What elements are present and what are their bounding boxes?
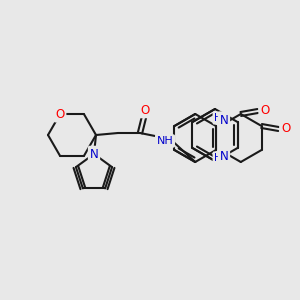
Text: O: O xyxy=(140,103,150,116)
Text: N: N xyxy=(220,113,228,127)
Text: H: H xyxy=(214,113,222,123)
Text: O: O xyxy=(260,104,269,118)
Text: N: N xyxy=(90,148,98,160)
Text: O: O xyxy=(281,122,290,136)
Text: NH: NH xyxy=(157,136,173,146)
Text: H: H xyxy=(214,153,222,163)
Text: O: O xyxy=(56,108,64,121)
Text: N: N xyxy=(220,149,228,163)
